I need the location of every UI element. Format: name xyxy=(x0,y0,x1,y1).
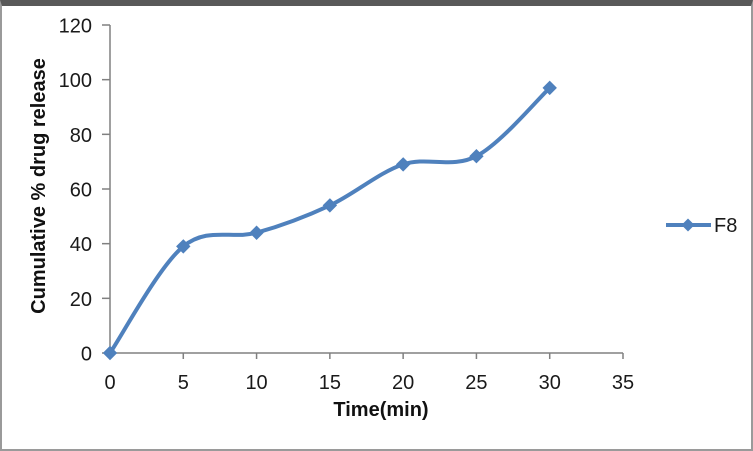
y-tick-label: 20 xyxy=(70,289,92,311)
data-point-marker xyxy=(249,225,264,240)
series-f8 xyxy=(102,80,557,361)
x-tick-label: 5 xyxy=(178,372,189,394)
data-point-marker xyxy=(542,80,557,96)
y-axis-title: Cumulative % drug release xyxy=(28,58,50,314)
y-tick-label: 80 xyxy=(70,125,92,147)
y-tick-label: 100 xyxy=(59,70,92,92)
y-tick-label: 0 xyxy=(81,344,92,366)
data-point-marker xyxy=(395,157,411,172)
y-tick-label: 120 xyxy=(59,16,92,38)
x-tick-label: 25 xyxy=(465,372,487,394)
y-axis-tick-labels: 0 20 40 60 80 100 120 xyxy=(59,16,92,366)
x-tick-label: 20 xyxy=(392,372,414,394)
x-tick-label: 10 xyxy=(245,372,267,394)
x-tick-label: 0 xyxy=(104,372,115,394)
legend-diamond-icon xyxy=(681,218,695,232)
x-tick-label: 15 xyxy=(319,372,341,394)
legend: F8 xyxy=(666,215,737,237)
x-axis-title: Time(min) xyxy=(333,399,428,421)
axes xyxy=(102,24,624,359)
x-tick-label: 35 xyxy=(612,372,634,394)
data-point-marker xyxy=(176,239,191,254)
data-point-marker xyxy=(102,345,118,361)
legend-label: F8 xyxy=(714,215,737,237)
data-point-marker xyxy=(469,148,484,164)
series-line xyxy=(108,85,552,355)
y-tick-label: 60 xyxy=(70,180,92,202)
data-point-marker xyxy=(322,198,338,213)
y-tick-label: 40 xyxy=(70,234,92,256)
x-axis-tick-labels: 0 5 10 15 20 25 30 35 xyxy=(104,372,634,394)
x-tick-label: 30 xyxy=(539,372,561,394)
